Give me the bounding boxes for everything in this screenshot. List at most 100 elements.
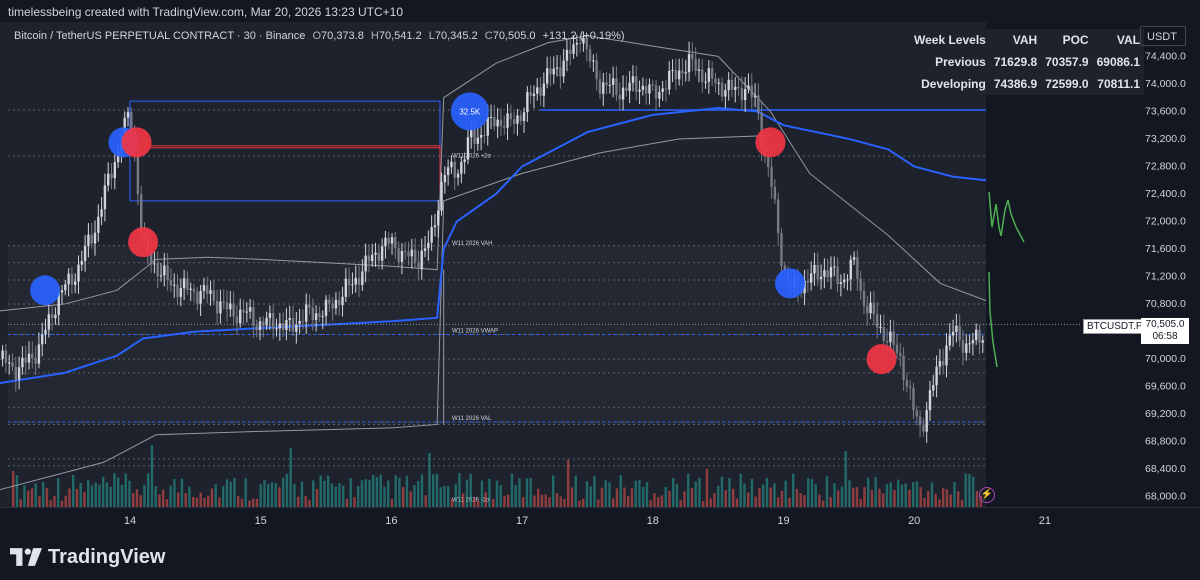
y-tick-label: 74,000.0 — [1145, 78, 1186, 90]
candle-body — [239, 309, 242, 324]
candle-body — [714, 78, 717, 84]
volume-bar — [105, 482, 109, 507]
table-cell: 69086.1 — [1096, 55, 1140, 69]
candle-body — [318, 313, 321, 318]
volume-bar — [68, 488, 71, 507]
symbol-legend[interactable]: Bitcoin / TetherUS PERPETUAL CONTRACT · … — [14, 30, 625, 42]
range-box — [129, 100, 441, 202]
volume-bar — [147, 473, 150, 507]
symbol-price-tag: BTCUSDT.P — [1083, 319, 1147, 334]
volume-bar — [447, 486, 450, 507]
volume-bar — [353, 497, 356, 507]
candle-body — [605, 82, 608, 86]
volume-bar — [263, 479, 266, 507]
volume-bar — [762, 484, 765, 507]
y-tick-label: 68,800.0 — [1145, 436, 1186, 448]
volume-bar — [87, 479, 90, 507]
volume-bar — [315, 488, 319, 507]
candle-body — [156, 263, 159, 277]
volume-bar — [402, 487, 405, 507]
volume-bar — [705, 468, 709, 507]
volume-bar — [619, 475, 622, 507]
volume-bar — [923, 497, 926, 507]
volume-bar — [387, 480, 390, 507]
volume-bar — [477, 500, 480, 507]
volume-bar — [184, 493, 187, 507]
y-tick-label: 70,800.0 — [1145, 298, 1186, 310]
low-label: L — [428, 30, 435, 42]
currency-button[interactable]: USDT — [1140, 26, 1186, 46]
chart-pane[interactable]: W11 2026 +2σ W11 2026 VAH W11 2026 VWAP W11… — [0, 22, 1200, 535]
change-value: +131.2 (+0.19%) — [542, 30, 625, 42]
candle-body — [958, 325, 961, 341]
candle-body — [506, 113, 509, 128]
candle-body — [615, 78, 618, 95]
volume-bar — [780, 490, 784, 507]
volume-bar — [525, 478, 529, 507]
volume-bar — [882, 493, 885, 507]
table-header-cell: POC — [1062, 33, 1089, 47]
candle-body — [116, 150, 120, 163]
candle-body — [110, 173, 113, 179]
volume-bar — [158, 494, 161, 507]
y-tick-label: 72,000.0 — [1145, 216, 1186, 228]
volume-bar — [582, 498, 585, 507]
volume-bar — [548, 497, 551, 507]
candle-body — [611, 78, 615, 85]
candle-body — [278, 323, 282, 329]
tradingview-logo[interactable]: TradingView — [10, 545, 165, 569]
candle-body — [130, 112, 133, 131]
candle-body — [430, 227, 433, 243]
volume-bar — [154, 486, 157, 507]
volume-bar — [728, 478, 731, 507]
candle-body — [516, 115, 519, 124]
upper-band — [0, 35, 987, 312]
current-price-box: 70,505.0 06:58 — [1141, 318, 1189, 344]
table-row: Previous 71629.8 70357.9 69086.1 — [910, 51, 1144, 73]
volume-bar — [439, 486, 442, 507]
volume-bar — [930, 482, 934, 507]
candle-body — [753, 95, 757, 98]
candle-body — [100, 209, 103, 217]
candle-body — [545, 68, 549, 84]
candle-body — [852, 257, 856, 260]
volume-bar — [559, 496, 562, 507]
volume-bar — [192, 497, 195, 507]
candle-body — [842, 279, 846, 283]
volume-bar — [657, 497, 660, 507]
blue-signal-marker — [30, 275, 61, 306]
price-axis-bg — [986, 22, 1200, 535]
volume-bar — [724, 490, 727, 507]
candle-body — [512, 119, 516, 124]
top-bar: timelessbeing created with TradingView.c… — [0, 0, 1200, 24]
volume-bar — [818, 494, 821, 507]
candle-body — [50, 314, 54, 319]
candle-body — [757, 95, 760, 113]
candle-body — [694, 59, 697, 71]
candle-body — [377, 252, 381, 261]
volume-bar — [98, 484, 101, 507]
symbol-name[interactable]: Bitcoin / TetherUS PERPETUAL CONTRACT · … — [14, 30, 306, 42]
candle-body — [773, 186, 777, 200]
lightning-icon[interactable]: ⚡ — [979, 487, 995, 503]
volume-bar — [233, 477, 236, 507]
candle-body — [371, 254, 374, 262]
candlestick-chart[interactable]: W11 2026 +2σ W11 2026 VAH W11 2026 VWAP W11… — [0, 22, 1200, 535]
candle-body — [27, 353, 31, 363]
candle-body — [869, 302, 872, 314]
candle-body — [961, 340, 965, 353]
blue-signal-marker — [775, 268, 806, 299]
volume-bar — [949, 494, 952, 507]
volume-bar — [795, 489, 799, 507]
candle-body — [671, 69, 674, 71]
volume-bar — [135, 489, 139, 507]
volume-bar — [735, 498, 739, 507]
candle-body — [440, 182, 443, 211]
volume-bar — [289, 448, 292, 507]
volume-bar — [394, 475, 397, 507]
candle-body — [941, 360, 945, 366]
volume-bar — [330, 483, 334, 507]
volume-bar — [165, 499, 169, 507]
volume-bar — [12, 471, 15, 507]
week-levels-table: Week Levels VAH POC VAL Previous 71629.8… — [910, 29, 1144, 95]
